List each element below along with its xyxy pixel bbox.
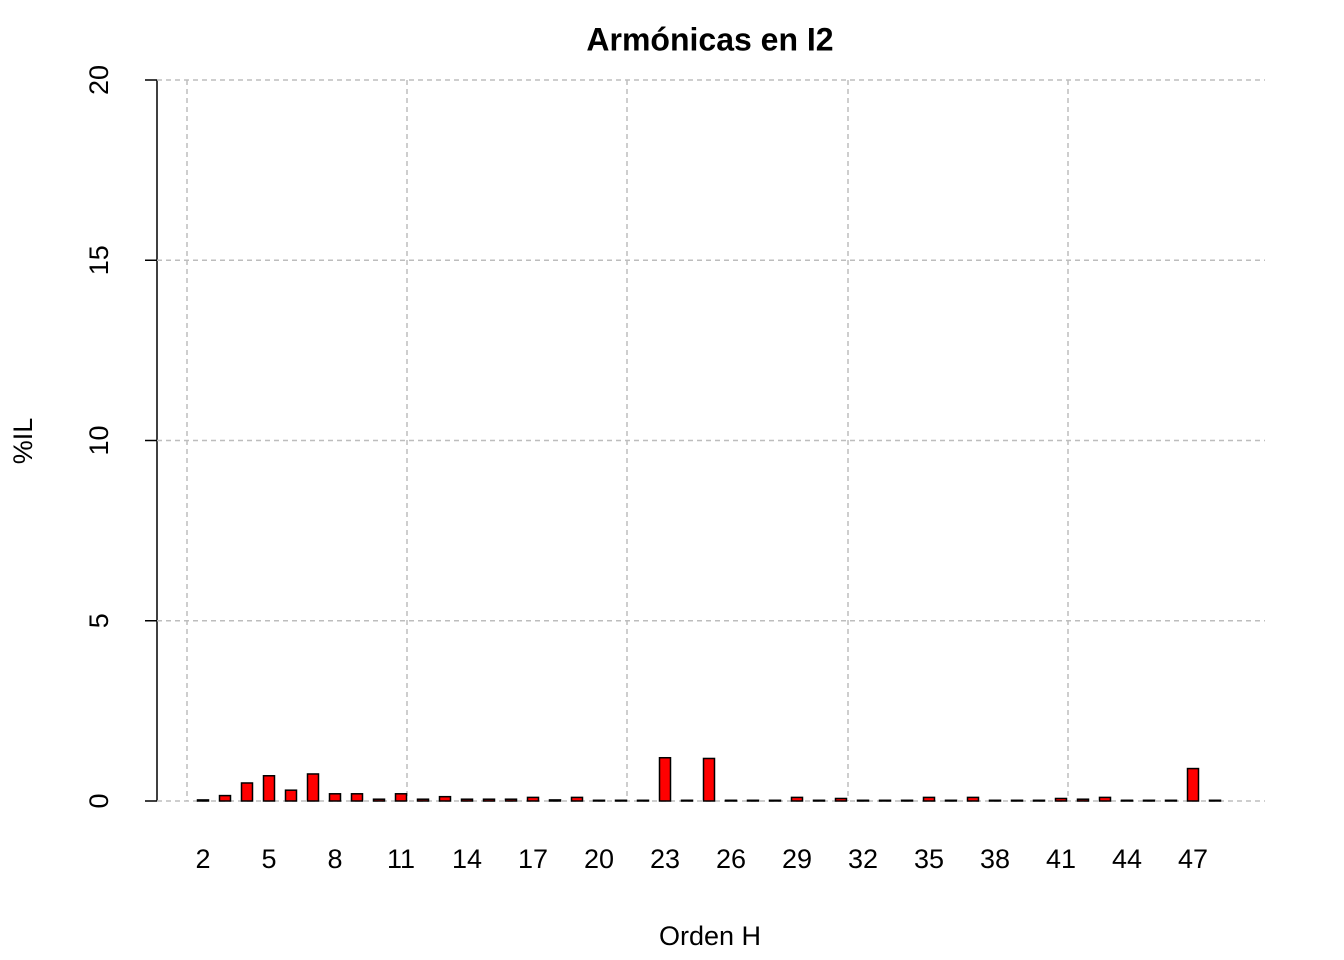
bar — [944, 799, 958, 802]
bar — [724, 799, 738, 802]
y-axis-label: %IL — [8, 418, 38, 465]
bar — [1054, 797, 1068, 802]
bar — [1098, 796, 1112, 802]
x-tick-label: 38 — [980, 844, 1010, 874]
x-tick-label: 17 — [518, 844, 548, 874]
bar — [1142, 799, 1156, 802]
x-tick-label: 44 — [1112, 844, 1142, 874]
bar — [548, 799, 562, 802]
bar — [1164, 799, 1178, 802]
bar — [746, 799, 760, 802]
bar — [1076, 798, 1090, 802]
bar — [922, 796, 936, 802]
bar — [394, 793, 408, 802]
chart-title: Armónicas en I2 — [586, 21, 833, 57]
y-tick-label: 15 — [84, 245, 114, 275]
x-tick-label: 41 — [1046, 844, 1076, 874]
bar — [680, 799, 694, 802]
bar — [1120, 799, 1134, 802]
bar — [768, 799, 782, 802]
bar — [1186, 767, 1200, 802]
x-axis-label: Orden H — [659, 921, 761, 951]
bar — [592, 799, 606, 802]
bar — [1010, 799, 1024, 802]
bar — [856, 799, 870, 802]
bar — [812, 799, 826, 802]
y-tick-label: 10 — [84, 425, 114, 455]
bar — [878, 799, 892, 802]
x-tick-label: 2 — [195, 844, 210, 874]
bar — [350, 793, 364, 802]
bar — [240, 782, 254, 802]
x-tick-label: 20 — [584, 844, 614, 874]
bar — [306, 773, 320, 802]
bar — [460, 798, 474, 802]
bar — [900, 799, 914, 802]
x-tick-label: 32 — [848, 844, 878, 874]
x-tick-label: 35 — [914, 844, 944, 874]
bar — [482, 798, 496, 802]
bar — [218, 794, 232, 802]
x-tick-label: 8 — [327, 844, 342, 874]
bar — [834, 797, 848, 802]
bar — [790, 796, 804, 802]
bar — [526, 796, 540, 802]
bar — [372, 798, 386, 802]
bar — [1032, 799, 1046, 802]
bar — [438, 795, 452, 802]
y-tick-label: 0 — [84, 793, 114, 808]
bar — [262, 775, 276, 802]
bar — [1208, 799, 1222, 802]
bar — [988, 799, 1002, 802]
x-tick-label: 47 — [1178, 844, 1208, 874]
bar — [196, 799, 210, 802]
bar — [614, 799, 628, 802]
bar — [636, 799, 650, 802]
bar — [966, 796, 980, 802]
bar — [328, 793, 342, 802]
y-tick-label: 20 — [84, 65, 114, 95]
x-tick-label: 26 — [716, 844, 746, 874]
x-tick-label: 23 — [650, 844, 680, 874]
bar — [504, 798, 518, 802]
x-tick-label: 5 — [261, 844, 276, 874]
bar — [416, 798, 430, 802]
x-tick-label: 14 — [452, 844, 482, 874]
bar — [284, 789, 298, 802]
x-tick-label: 29 — [782, 844, 812, 874]
bar — [570, 796, 584, 802]
bar — [658, 756, 672, 802]
y-tick-label: 5 — [84, 613, 114, 628]
bar — [702, 757, 716, 802]
x-tick-label: 11 — [387, 844, 415, 874]
